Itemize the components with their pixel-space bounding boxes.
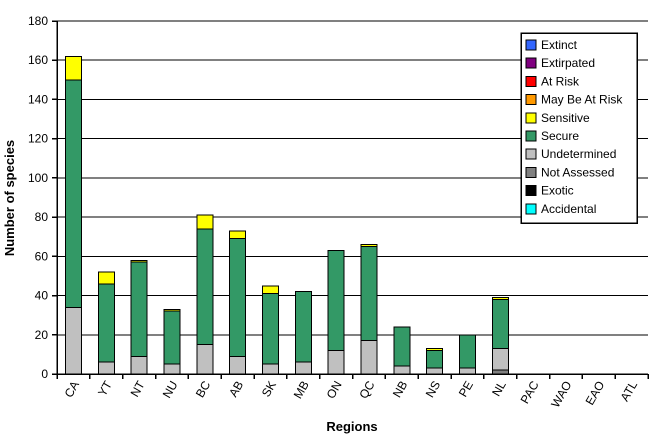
legend-label: Accidental: [541, 202, 596, 216]
legend-swatch-accidental: [525, 203, 537, 215]
bar-segment-SK: [261, 285, 279, 295]
x-tick-label: WAO: [548, 379, 574, 410]
legend-swatch-sensitive: [525, 112, 537, 124]
bar-segment-SK: [261, 293, 279, 365]
bar-segment-QC: [360, 244, 378, 248]
y-tick-label: 120: [28, 132, 48, 146]
bar-segment-BC: [196, 214, 214, 230]
bar-segment-BC: [196, 344, 214, 375]
bars-layer: [64, 55, 509, 375]
y-tick-label: 140: [28, 92, 48, 106]
x-tick-label: NU: [160, 379, 181, 401]
bar-segment-NU: [163, 310, 181, 365]
legend-label: At Risk: [541, 74, 580, 88]
legend-swatch-not-assessed: [525, 166, 537, 178]
x-axis-title: Regions: [326, 419, 377, 434]
legend-label: Secure: [541, 129, 579, 143]
bar-segment-QC: [360, 246, 378, 342]
x-tick-label: NT: [128, 378, 148, 399]
legend-swatch-secure: [525, 130, 537, 142]
y-tick-label: 80: [35, 210, 49, 224]
legend-swatch-may-be-at-risk: [525, 94, 537, 106]
bar-segment-MB: [294, 291, 312, 363]
y-axis-title: Number of species: [2, 140, 17, 256]
legend: Extinct Extirpated At Risk May Be At Risk Se…: [520, 32, 638, 224]
bar-segment-CA: [64, 306, 82, 375]
bar-segment-AB: [229, 230, 247, 240]
legend-swatch-exotic: [525, 185, 537, 197]
bar-segment-NT: [130, 261, 148, 357]
x-tick-label: CA: [62, 379, 82, 400]
legend-label: Extirpated: [541, 56, 595, 70]
bar-segment-BC: [196, 228, 214, 346]
legend-label: Sensitive: [541, 111, 590, 125]
bar-segment-AB: [229, 238, 247, 357]
bar-segment-NS: [426, 348, 444, 351]
x-tick-label: NB: [390, 379, 410, 400]
legend-label: Extinct: [541, 38, 578, 52]
legend-swatch-extinct: [525, 39, 537, 51]
x-tick-label: ATL: [617, 378, 640, 404]
bar-segment-NB: [393, 326, 411, 367]
bar-segment-YT: [97, 271, 115, 285]
bar-segment-QC: [360, 340, 378, 375]
bar-segment-NL: [491, 298, 509, 350]
x-tick-label: BC: [193, 378, 214, 400]
legend-box: [520, 32, 638, 224]
gridlines-layer: [57, 20, 648, 336]
x-tick-label: SK: [259, 379, 279, 400]
bar-segment-PE: [458, 367, 476, 375]
y-tick-label: 0: [41, 367, 48, 381]
y-tick-label: 40: [35, 289, 49, 303]
y-tick-label: 60: [35, 249, 49, 263]
axes-layer: [52, 20, 649, 379]
bar-segment-AB: [229, 355, 247, 375]
bar-segment-NL: [491, 297, 509, 300]
y-tick-label: 100: [28, 171, 48, 185]
bar-segment-NU: [163, 308, 181, 312]
bar-segment-NT: [130, 355, 148, 375]
bar-segment-NS: [426, 367, 444, 375]
legend-swatch-extirpated: [525, 57, 537, 69]
bar-segment-ON: [327, 249, 345, 351]
bar-segment-NB: [393, 365, 411, 375]
x-tick-label: ON: [324, 379, 345, 402]
bar-segment-CA: [64, 55, 82, 81]
x-tick-label: NS: [423, 379, 443, 400]
x-tick-label: QC: [356, 378, 377, 401]
bar-segment-YT: [97, 361, 115, 375]
x-tick-label: NL: [489, 378, 509, 399]
legend-label: Undetermined: [541, 147, 616, 161]
legend-swatch-undetermined: [525, 148, 537, 160]
bar-segment-NL: [491, 348, 509, 371]
x-tick-label: AB: [226, 379, 246, 400]
bar-segment-CA: [64, 79, 82, 308]
y-tick-label: 160: [28, 53, 48, 67]
x-tick-label: PAC: [518, 378, 542, 406]
bar-segment-PE: [458, 334, 476, 369]
bar-segment-NT: [130, 259, 148, 263]
x-tick-label: EAO: [583, 379, 608, 408]
bar-segment-NU: [163, 363, 181, 375]
legend-label: May Be At Risk: [541, 93, 623, 107]
y-tick-label: 20: [35, 328, 49, 342]
bar-segment-SK: [261, 363, 279, 375]
legend-swatch-at-risk: [525, 75, 537, 87]
legend-label: Not Assessed: [541, 165, 614, 179]
bar-segment-ON: [327, 349, 345, 375]
x-tick-label: MB: [291, 379, 312, 402]
y-tick-label: 180: [28, 14, 48, 28]
x-tick-label: PE: [456, 379, 476, 400]
bar-segment-MB: [294, 361, 312, 375]
x-tick-label: YT: [95, 378, 115, 399]
bar-segment-NS: [426, 349, 444, 369]
legend-label: Exotic: [541, 184, 574, 198]
bar-segment-YT: [97, 283, 115, 363]
